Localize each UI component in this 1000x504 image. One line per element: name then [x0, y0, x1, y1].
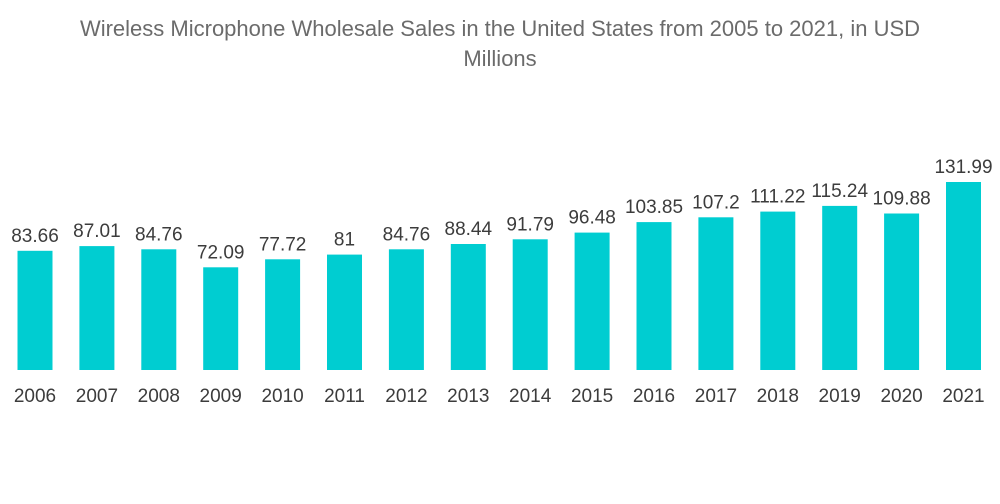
bar-2021	[946, 182, 981, 370]
bar-2010	[265, 259, 301, 370]
x-tick-label-2020: 2020	[880, 386, 922, 407]
bar-2017	[698, 217, 734, 370]
x-tick-label-2014: 2014	[509, 386, 552, 407]
chart-title: Wireless Microphone Wholesale Sales in t…	[79, 16, 921, 71]
x-tick-label-2007: 2007	[76, 386, 118, 407]
x-tick-label-2019: 2019	[819, 386, 861, 407]
value-label-2010: 77.72	[259, 234, 307, 255]
x-tick-label-2006: 2006	[14, 386, 56, 407]
x-tick-label-2021: 2021	[942, 386, 984, 407]
value-label-2020: 109.88	[873, 189, 931, 210]
x-tick-label-2008: 2008	[138, 386, 180, 407]
bar-2008	[141, 249, 177, 370]
value-label-2008: 84.76	[135, 224, 183, 245]
x-tick-label-2016: 2016	[633, 386, 675, 407]
value-label-2021: 131.99	[934, 157, 992, 178]
bar-2011	[327, 254, 362, 370]
value-label-2012: 84.76	[383, 224, 431, 245]
x-tick-label-2012: 2012	[385, 386, 427, 407]
bar-2016	[636, 222, 672, 370]
x-tick-label-2015: 2015	[571, 386, 613, 407]
x-tick-label-2009: 2009	[200, 386, 242, 407]
bar-2019	[822, 205, 858, 370]
x-tick-label-2013: 2013	[447, 386, 489, 407]
x-tick-label-2010: 2010	[261, 386, 303, 407]
value-label-2013: 88.44	[445, 219, 493, 240]
x-tick-label-2018: 2018	[757, 386, 799, 407]
value-label-2014: 91.79	[506, 214, 554, 235]
value-label-2018: 111.22	[750, 187, 805, 208]
value-label-2015: 96.48	[568, 208, 616, 229]
bar-2007	[79, 246, 115, 370]
value-label-2016: 103.85	[625, 197, 683, 218]
bar-2006	[17, 250, 53, 370]
bar-2018	[760, 211, 796, 370]
bar-2014	[512, 239, 548, 370]
value-label-2006: 83.66	[11, 226, 59, 247]
bar-2015	[574, 232, 610, 370]
x-tick-label-2011: 2011	[324, 386, 365, 407]
value-label-2007: 87.01	[73, 221, 121, 242]
bar-2009	[203, 267, 239, 370]
value-label-2017: 107.2	[692, 192, 740, 213]
bar-2013	[450, 244, 486, 370]
bar-2020	[884, 213, 920, 370]
bar-2012	[388, 249, 424, 370]
value-label-2009: 72.09	[197, 242, 245, 263]
value-label-2019: 115.24	[811, 181, 868, 202]
x-tick-label-2017: 2017	[695, 386, 737, 407]
value-label-2011: 81	[334, 230, 355, 251]
